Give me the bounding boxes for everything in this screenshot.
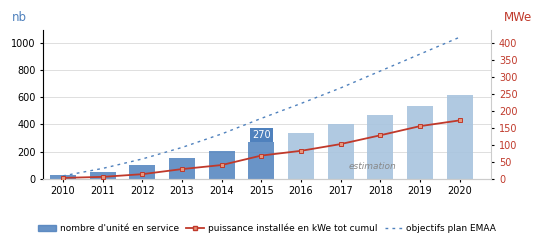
Bar (447, 95, 472, 179)
Text: nb: nb (12, 11, 27, 24)
Bar (288, 133, 314, 179)
Bar (328, 124, 354, 179)
Bar (248, 142, 274, 179)
Bar (407, 105, 433, 179)
Text: MWe: MWe (503, 11, 532, 24)
Bar (169, 157, 195, 179)
Bar (130, 165, 156, 179)
Text: estimation: estimation (348, 162, 396, 171)
Bar (367, 115, 393, 179)
Legend: nombre d'unité en service, puissance installée en kWe tot cumul, objectifs plan : nombre d'unité en service, puissance ins… (35, 220, 500, 237)
Text: 270: 270 (252, 130, 271, 140)
Bar (90, 172, 116, 179)
Bar (50, 175, 76, 179)
Bar (209, 151, 234, 179)
